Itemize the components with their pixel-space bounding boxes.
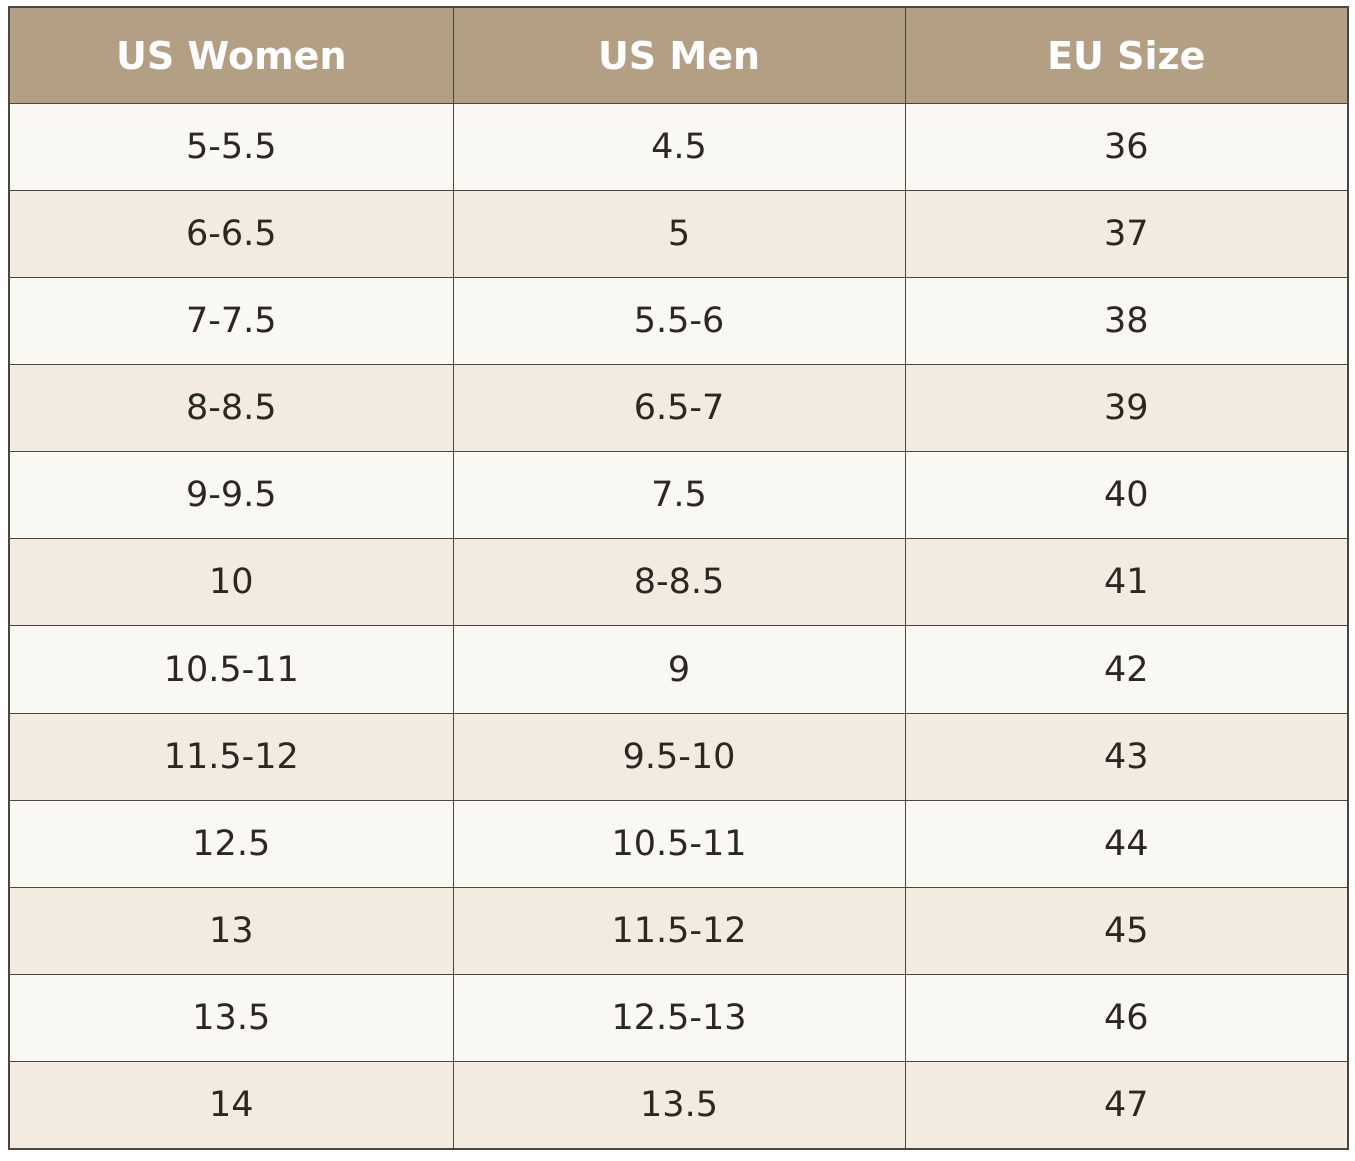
- table-cell: 13.5: [8, 973, 454, 1062]
- table-cell: 10: [8, 538, 454, 627]
- table-row: 14 13.5 47: [8, 1060, 1349, 1150]
- table-cell: 7.5: [452, 451, 906, 540]
- table-cell: 39: [904, 364, 1349, 453]
- table-row: 13 11.5-12 45: [8, 886, 1349, 975]
- table-row: 10.5-11 9 42: [8, 625, 1349, 714]
- size-chart-table: US Women US Men EU Size 5-5.5 4.5 36 6-6.5 5 37…: [8, 6, 1349, 1150]
- table-cell: 10.5-11: [452, 799, 906, 888]
- table-cell: 9: [452, 625, 906, 714]
- table-cell: 5.5-6: [452, 277, 906, 366]
- table-cell: 45: [904, 886, 1349, 975]
- table-cell: 11.5-12: [8, 712, 454, 801]
- table-row: 9-9.5 7.5 40: [8, 451, 1349, 540]
- table-cell: 9.5-10: [452, 712, 906, 801]
- table-cell: 41: [904, 538, 1349, 627]
- table-row: 6-6.5 5 37: [8, 190, 1349, 279]
- header-row: US Women US Men EU Size: [8, 6, 1349, 104]
- table-cell: 9-9.5: [8, 451, 454, 540]
- table-row: 12.5 10.5-11 44: [8, 799, 1349, 888]
- table-cell: 12.5: [8, 799, 454, 888]
- table-cell: 10.5-11: [8, 625, 454, 714]
- table-cell: 44: [904, 799, 1349, 888]
- table-cell: 6.5-7: [452, 364, 906, 453]
- table-cell: 37: [904, 190, 1349, 279]
- table-cell: 43: [904, 712, 1349, 801]
- table-cell: 14: [8, 1060, 454, 1150]
- table-cell: 13: [8, 886, 454, 975]
- table-cell: 8-8.5: [452, 538, 906, 627]
- table-row: 10 8-8.5 41: [8, 538, 1349, 627]
- header-cell: US Men: [452, 6, 906, 104]
- table-cell: 47: [904, 1060, 1349, 1150]
- table-cell: 42: [904, 625, 1349, 714]
- table-row: 11.5-12 9.5-10 43: [8, 712, 1349, 801]
- table-cell: 6-6.5: [8, 190, 454, 279]
- table-cell: 36: [904, 102, 1349, 192]
- table-cell: 12.5-13: [452, 973, 906, 1062]
- table-cell: 8-8.5: [8, 364, 454, 453]
- table-cell: 46: [904, 973, 1349, 1062]
- table-cell: 11.5-12: [452, 886, 906, 975]
- table-row: 7-7.5 5.5-6 38: [8, 277, 1349, 366]
- table-cell: 40: [904, 451, 1349, 540]
- table-row: 13.5 12.5-13 46: [8, 973, 1349, 1062]
- table-header: US Women US Men EU Size: [8, 6, 1349, 104]
- table-cell: 38: [904, 277, 1349, 366]
- table-cell: 5-5.5: [8, 102, 454, 192]
- table-cell: 4.5: [452, 102, 906, 192]
- table-row: 5-5.5 4.5 36: [8, 102, 1349, 192]
- table-cell: 5: [452, 190, 906, 279]
- table-row: 8-8.5 6.5-7 39: [8, 364, 1349, 453]
- table-cell: 13.5: [452, 1060, 906, 1150]
- header-cell: EU Size: [904, 6, 1349, 104]
- table-body: 5-5.5 4.5 36 6-6.5 5 37 7-7.5 5.5-6 38 8-8.5 6.5-7…: [8, 102, 1349, 1150]
- header-cell: US Women: [8, 6, 454, 104]
- table-cell: 7-7.5: [8, 277, 454, 366]
